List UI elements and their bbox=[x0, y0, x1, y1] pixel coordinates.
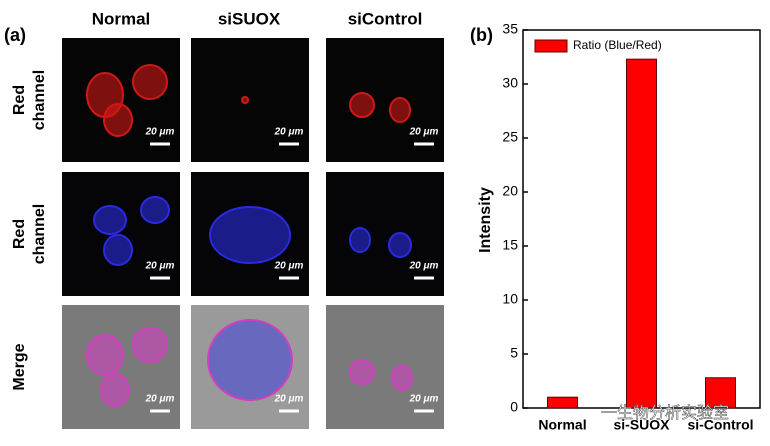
y-tick-label: 0 bbox=[510, 399, 518, 415]
y-tick-label: 15 bbox=[502, 237, 518, 253]
cell bbox=[140, 196, 170, 224]
cell bbox=[241, 96, 249, 104]
cell bbox=[349, 227, 371, 253]
y-tick-label: 25 bbox=[502, 129, 518, 145]
micrograph bbox=[62, 305, 180, 429]
x-tick-label: Normal bbox=[538, 417, 586, 433]
cell bbox=[349, 359, 375, 385]
cell bbox=[389, 97, 411, 123]
scale-bar-label: 20 μm bbox=[274, 261, 304, 272]
micrograph bbox=[191, 38, 309, 162]
y-axis-label: Intensity bbox=[477, 187, 494, 253]
scale-bar-label: 20 μm bbox=[274, 127, 304, 138]
bar bbox=[626, 58, 657, 409]
cell bbox=[132, 327, 168, 363]
row-label: channel bbox=[31, 204, 48, 264]
cell bbox=[93, 205, 127, 235]
cell bbox=[103, 234, 133, 266]
cell bbox=[391, 365, 413, 391]
cell bbox=[388, 232, 412, 258]
scale-bar-label: 20 μm bbox=[145, 394, 175, 405]
y-tick-label: 30 bbox=[502, 75, 518, 91]
x-tick-label: si-Control bbox=[687, 417, 753, 433]
panel-label: (a) bbox=[4, 25, 26, 45]
scale-bar-label: 20 μm bbox=[145, 261, 175, 272]
micrograph bbox=[326, 38, 444, 162]
y-tick-label: 35 bbox=[502, 21, 518, 37]
bar bbox=[705, 377, 736, 409]
cell bbox=[207, 319, 293, 401]
x-tick-label: si-SUOX bbox=[613, 417, 670, 433]
cell bbox=[100, 373, 130, 407]
row-label: Red bbox=[11, 219, 28, 249]
scale-bar-label: 20 μm bbox=[274, 394, 304, 405]
cell bbox=[209, 206, 291, 264]
cell bbox=[103, 103, 133, 137]
scale-bar-label: 20 μm bbox=[409, 394, 439, 405]
legend-swatch bbox=[534, 39, 568, 53]
cell bbox=[86, 334, 124, 376]
bar bbox=[547, 396, 578, 409]
y-tick-label: 5 bbox=[510, 345, 518, 361]
cell bbox=[349, 92, 375, 118]
row-label: Merge bbox=[11, 343, 28, 390]
micrograph bbox=[326, 305, 444, 429]
micrograph bbox=[62, 172, 180, 296]
panel-label: (b) bbox=[470, 25, 493, 45]
scale-bar-label: 20 μm bbox=[145, 127, 175, 138]
micrograph bbox=[326, 172, 444, 296]
cell bbox=[132, 64, 168, 100]
legend-label: Ratio (Blue/Red) bbox=[573, 38, 662, 52]
row-label: Red bbox=[11, 85, 28, 115]
column-header: siSUOX bbox=[218, 9, 281, 28]
scale-bar-label: 20 μm bbox=[409, 127, 439, 138]
column-header: Normal bbox=[92, 9, 151, 28]
y-tick-label: 20 bbox=[502, 183, 518, 199]
y-tick-label: 10 bbox=[502, 291, 518, 307]
column-header: siControl bbox=[348, 9, 423, 28]
scale-bar-label: 20 μm bbox=[409, 261, 439, 272]
watermark: 一生物分析实验室 bbox=[601, 404, 729, 422]
row-label: channel bbox=[31, 70, 48, 130]
